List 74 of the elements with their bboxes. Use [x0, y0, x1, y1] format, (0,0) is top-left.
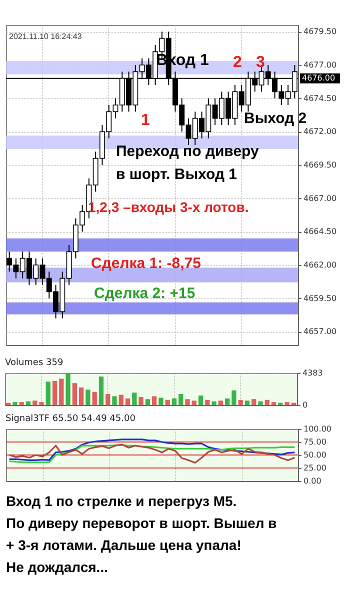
bar	[19, 402, 24, 405]
bar	[52, 380, 58, 405]
bar	[192, 400, 196, 405]
annotation: Сделка 1: -8,75	[91, 255, 201, 272]
text: Вход 1 по стрелке и перегруз М5.	[6, 492, 238, 511]
chart-title: Volumes 359	[5, 358, 64, 368]
bar	[232, 390, 236, 405]
bar	[26, 401, 31, 405]
bar	[212, 401, 216, 405]
bar	[172, 398, 177, 405]
y-tick-label: 4677.00	[304, 60, 337, 70]
y-tick-label: 75.00	[304, 438, 326, 446]
text: По диверу переворот в шорт. Вышел в	[6, 514, 278, 533]
y-tick-label: 50.00	[304, 450, 326, 460]
text: + 3-я лотами. Дальше цена упала!	[6, 536, 242, 555]
bar	[252, 399, 256, 405]
bar	[118, 394, 124, 405]
bar	[138, 396, 144, 405]
bar	[112, 396, 117, 405]
y-tick-label: 4667.00	[304, 194, 337, 203]
bar	[198, 396, 204, 405]
bar	[86, 390, 90, 405]
line-series	[8, 438, 296, 461]
bar	[271, 402, 276, 405]
bar	[98, 376, 104, 405]
bar	[78, 387, 84, 405]
y-tick-label: 25.00	[304, 464, 326, 472]
annotation: 3	[256, 54, 265, 71]
bar	[39, 402, 44, 405]
bar	[218, 400, 224, 405]
y-tick-label: 4659.50	[304, 294, 337, 303]
y-tick-label: 100.00	[304, 424, 332, 434]
annotation: в шорт. Выход 1	[116, 166, 237, 183]
bar	[132, 392, 137, 405]
annotation: Сделка 2: +15	[94, 285, 196, 302]
bar	[106, 394, 110, 405]
bar	[152, 396, 157, 405]
annotation: 1	[141, 112, 150, 129]
bar	[178, 394, 184, 405]
bar	[165, 400, 170, 405]
bar	[264, 400, 270, 405]
ref-line-label: 4676.00	[302, 73, 336, 82]
y-tick-label: 0	[302, 400, 308, 410]
bar	[185, 399, 190, 405]
text: Не дождался...	[6, 558, 109, 577]
y-tick-label: 4672.00	[304, 127, 337, 136]
bar	[12, 402, 18, 405]
bar	[145, 399, 150, 405]
annotation: 2	[233, 54, 242, 71]
bar	[258, 401, 263, 405]
annotation: Переход по диверу	[116, 143, 260, 160]
bar	[224, 398, 230, 405]
chart-title: Signal3TF 65.50 54.49 45.00	[6, 414, 136, 424]
bar	[66, 373, 70, 405]
y-tick-label: 4383	[302, 368, 323, 378]
y-tick-label: 4669.50	[304, 160, 337, 170]
y-tick-label: 4662.00	[304, 260, 337, 270]
bar	[244, 400, 250, 405]
bar	[205, 400, 210, 405]
y-tick-label: 4664.50	[304, 227, 337, 236]
bar	[158, 398, 164, 405]
bar	[59, 378, 64, 405]
bar	[284, 402, 290, 405]
annotation: 2021.11.10 16:24:43	[9, 32, 82, 41]
y-tick-label: 4674.50	[304, 94, 337, 103]
y-tick-label: 0.00	[304, 476, 322, 486]
y-tick-label: 4679.50	[304, 27, 337, 36]
bar	[238, 400, 243, 405]
bar	[92, 392, 97, 405]
bar	[46, 382, 50, 405]
bar	[72, 383, 78, 405]
bar	[32, 400, 38, 405]
y-tick-label: 4657.00	[304, 327, 337, 336]
bar	[125, 398, 130, 405]
